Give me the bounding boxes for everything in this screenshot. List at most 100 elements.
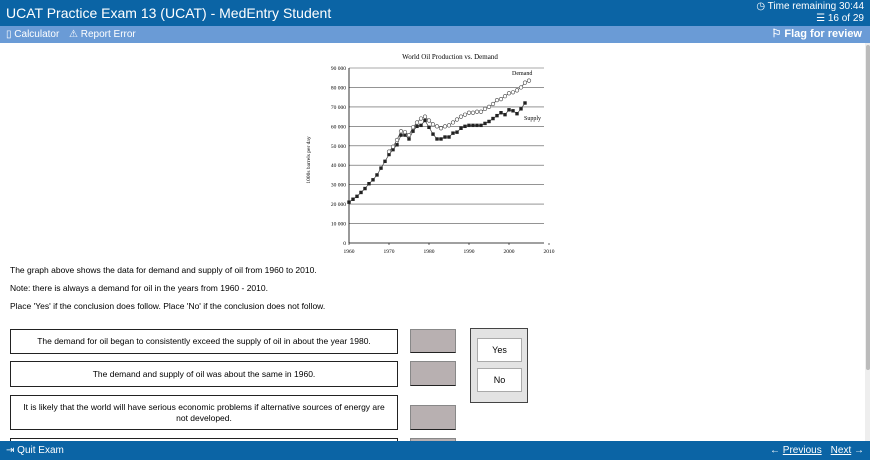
answer-options-panel: Yes No [470, 328, 528, 403]
supply-point [459, 126, 463, 130]
answer-slot-1[interactable] [410, 329, 456, 353]
demand-point [466, 110, 472, 115]
answer-slot-3[interactable] [410, 405, 456, 430]
intro-text: The graph above shows the data for deman… [10, 265, 317, 275]
statement-1: The demand for oil began to consistently… [10, 329, 398, 354]
time-text: Time remaining 30:44 [767, 1, 864, 12]
list-icon: ☰ [816, 13, 828, 24]
oil-chart: World Oil Production vs. Demand 1000s ba… [306, 53, 555, 255]
demand-point [430, 122, 436, 127]
quit-exam-button[interactable]: ⇥ Quit Exam [6, 444, 64, 457]
demand-point [502, 94, 508, 99]
calculator-label: Calculator [14, 29, 60, 40]
supply-point [359, 190, 363, 195]
supply-point [475, 123, 479, 128]
supply-point [423, 118, 427, 123]
supply-point [491, 116, 495, 121]
no-option[interactable]: No [477, 368, 522, 392]
demand-point [438, 126, 444, 131]
previous-label: Previous [782, 445, 822, 456]
x-tick-label: 1990 [464, 249, 475, 255]
demand-point [418, 116, 424, 121]
flag-icon: ⚐ [771, 28, 785, 40]
demand-point [470, 110, 476, 115]
demand-point [434, 124, 440, 129]
x-tick-label: 1980 [424, 249, 435, 255]
demand-point [422, 114, 428, 119]
clock-icon: ◷ [756, 1, 768, 12]
supply-point [431, 132, 435, 136]
demand-point [450, 120, 456, 125]
supply-point [443, 135, 447, 139]
flag-label: Flag for review [784, 28, 862, 40]
x-tick-label: 2000 [504, 249, 515, 255]
flag-button[interactable]: ⚐ Flag for review [771, 28, 862, 41]
supply-point [487, 119, 491, 124]
y-tick-label: 20 000 [331, 202, 346, 208]
demand-point [414, 120, 420, 125]
legend-demand: Demand [512, 71, 532, 77]
supply-point [375, 173, 379, 177]
calculator-button[interactable]: ▯ Calculator [6, 28, 59, 41]
supply-point [515, 111, 519, 116]
header: UCAT Practice Exam 13 (UCAT) - MedEntry … [0, 0, 870, 26]
supply-point [403, 133, 407, 137]
supply-point [411, 129, 415, 133]
supply-point [507, 108, 511, 112]
demand-point [482, 106, 488, 111]
time-remaining: ◷ Time remaining 30:44 [756, 1, 864, 12]
statement-3: It is likely that the world will have se… [10, 395, 398, 430]
supply-point [523, 101, 527, 105]
supply-point [391, 147, 395, 152]
x-tick-label: 2010 [544, 249, 555, 255]
legend-supply: Supply [524, 116, 541, 122]
yes-option[interactable]: Yes [477, 338, 522, 362]
demand-point [518, 85, 524, 90]
quit-label: Quit Exam [17, 445, 64, 456]
y-tick-label: 80 000 [331, 85, 346, 91]
supply-point [371, 178, 375, 182]
toolbar: ▯ Calculator ⚠ Report Error ⚐ Flag for r… [0, 26, 870, 43]
supply-point [503, 112, 507, 117]
supply-point [455, 130, 459, 134]
footer: ⇥ Quit Exam ← Previous Next → [0, 441, 870, 460]
previous-button[interactable]: ← Previous [770, 444, 822, 457]
report-error-button[interactable]: ⚠ Report Error [69, 28, 136, 41]
instruction-text: Place 'Yes' if the conclusion does follo… [10, 301, 326, 311]
demand-point [514, 88, 520, 93]
supply-point [451, 131, 455, 135]
note-text: Note: there is always a demand for oil i… [10, 283, 268, 293]
exam-title: UCAT Practice Exam 13 (UCAT) - MedEntry … [6, 5, 332, 21]
supply-point [367, 181, 371, 186]
supply-point [383, 159, 387, 164]
demand-point [526, 78, 532, 83]
y-tick-label: 10 000 [331, 222, 346, 228]
supply-point [439, 137, 443, 141]
next-label: Next [830, 445, 852, 456]
demand-point [490, 101, 496, 107]
exit-icon: ⇥ [6, 445, 18, 456]
scrollbar-thumb[interactable] [866, 45, 870, 370]
demand-point [506, 91, 512, 96]
demand-point [454, 117, 460, 122]
next-button[interactable]: Next → [831, 444, 864, 457]
supply-point [351, 197, 355, 201]
supply-point [511, 109, 515, 113]
count-text: 16 of 29 [827, 13, 864, 24]
demand-point [458, 114, 464, 119]
y-tick-label: 70 000 [331, 105, 346, 111]
supply-point [467, 123, 471, 128]
supply-point [379, 166, 383, 170]
answer-slot-2[interactable] [410, 361, 456, 386]
demand-point [402, 130, 408, 135]
report-error-label: Report Error [80, 29, 136, 40]
supply-point [415, 124, 419, 129]
demand-point [410, 125, 416, 130]
x-tick-label: 1970 [384, 249, 395, 255]
demand-point [398, 129, 404, 134]
y-tick-label: 90 000 [331, 66, 346, 72]
supply-point [419, 123, 423, 128]
arrow-left-icon: ← [770, 445, 783, 456]
question-counter[interactable]: ☰ 16 of 29 [816, 13, 864, 24]
y-tick-label: 50 000 [331, 144, 346, 150]
